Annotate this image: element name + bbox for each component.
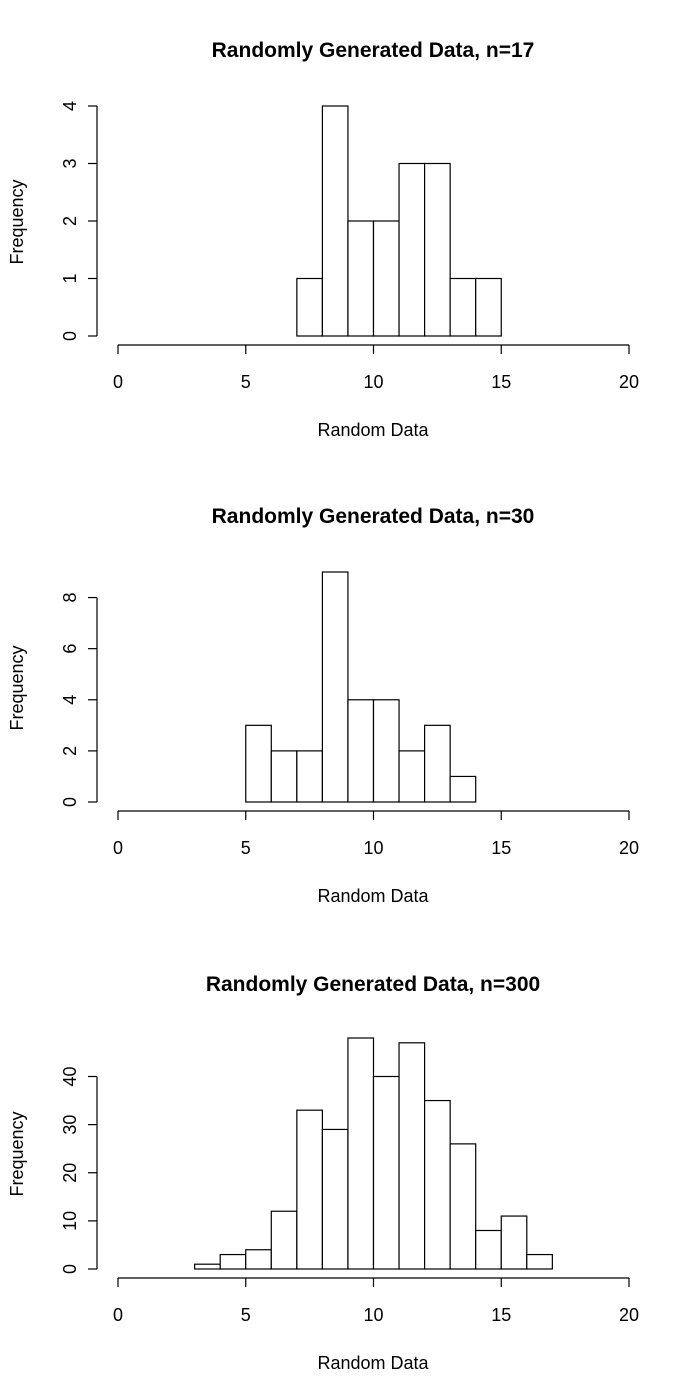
y-tick-label: 0 bbox=[60, 797, 80, 807]
histogram-bar bbox=[500, 1215, 528, 1270]
histogram-bar bbox=[321, 571, 349, 803]
bars bbox=[245, 571, 477, 803]
x-tick-label: 10 bbox=[363, 1305, 383, 1325]
y-tick-label: 2 bbox=[60, 216, 80, 226]
histogram-bar bbox=[424, 1099, 451, 1270]
histogram-bar bbox=[449, 1143, 477, 1270]
histogram-bar bbox=[296, 750, 324, 803]
histogram-bar bbox=[245, 724, 272, 803]
histogram-bar bbox=[194, 1263, 221, 1270]
histogram-n30: Randomly Generated Data, n=30 Random Dat… bbox=[7, 505, 639, 906]
histogram-bar bbox=[296, 277, 324, 337]
histogram-bar bbox=[321, 1128, 349, 1270]
y-tick-label: 0 bbox=[60, 1264, 80, 1274]
histogram-bar bbox=[372, 220, 400, 337]
histogram-bar bbox=[347, 699, 375, 803]
y-tick-label: 4 bbox=[60, 101, 80, 111]
chart-title: Randomly Generated Data, n=30 bbox=[212, 505, 535, 528]
histogram-n17: Randomly Generated Data, n=17 Random Dat… bbox=[7, 39, 639, 440]
x-tick-label: 20 bbox=[619, 838, 639, 858]
y-tick-label: 8 bbox=[60, 593, 80, 603]
y-tick-label: 2 bbox=[60, 746, 80, 756]
histogram-bar bbox=[424, 724, 451, 803]
chart-title: Randomly Generated Data, n=17 bbox=[212, 39, 535, 62]
histogram-bar bbox=[219, 1253, 247, 1270]
histogram-bar bbox=[449, 277, 477, 337]
x-tick-label: 15 bbox=[491, 372, 511, 392]
y-tick-label: 0 bbox=[60, 331, 80, 341]
histogram-bar bbox=[296, 1109, 324, 1270]
x-tick-label: 15 bbox=[491, 838, 511, 858]
x-tick-label: 20 bbox=[619, 1305, 639, 1325]
x-tick-label: 10 bbox=[363, 838, 383, 858]
histogram-bar bbox=[270, 750, 298, 803]
y-axis-label: Frequency bbox=[7, 645, 27, 730]
y-tick-label: 3 bbox=[60, 158, 80, 168]
histogram-bar bbox=[475, 1229, 502, 1270]
x-tick-label: 0 bbox=[113, 1305, 123, 1325]
bars bbox=[194, 1037, 553, 1270]
x-axis-label: Random Data bbox=[317, 1353, 429, 1373]
histogram-bar bbox=[321, 105, 349, 337]
x-tick-label: 10 bbox=[363, 372, 383, 392]
y-axis: 0 10 20 30 40 bbox=[60, 1066, 98, 1274]
histogram-bar bbox=[372, 1075, 400, 1270]
y-axis-label: Frequency bbox=[7, 179, 27, 264]
y-tick-label: 20 bbox=[60, 1163, 80, 1183]
x-axis-label: Random Data bbox=[317, 420, 429, 440]
histogram-bar bbox=[398, 1042, 426, 1270]
x-tick-label: 5 bbox=[241, 838, 251, 858]
histogram-bar bbox=[270, 1210, 298, 1270]
x-tick-label: 5 bbox=[241, 1305, 251, 1325]
histogram-bar bbox=[372, 699, 400, 803]
histogram-bar bbox=[347, 1037, 375, 1270]
y-axis-label: Frequency bbox=[7, 1111, 27, 1196]
x-tick-label: 0 bbox=[113, 838, 123, 858]
histogram-bar bbox=[245, 1249, 272, 1270]
x-tick-label: 5 bbox=[241, 372, 251, 392]
histogram-bar bbox=[347, 220, 375, 337]
x-tick-label: 15 bbox=[491, 1305, 511, 1325]
histogram-bar bbox=[526, 1253, 553, 1270]
x-axis-label: Random Data bbox=[317, 886, 429, 906]
chart-title: Randomly Generated Data, n=300 bbox=[206, 973, 540, 996]
y-tick-label: 10 bbox=[60, 1211, 80, 1231]
y-tick-label: 30 bbox=[60, 1115, 80, 1135]
y-tick-label: 40 bbox=[60, 1066, 80, 1086]
x-axis: 0 5 10 15 20 bbox=[113, 1277, 639, 1325]
x-axis: 0 5 10 15 20 bbox=[113, 810, 639, 858]
histogram-bar bbox=[475, 277, 502, 337]
histogram-bar bbox=[398, 162, 426, 337]
bars bbox=[296, 105, 502, 337]
y-axis: 0 2 4 6 8 bbox=[60, 593, 98, 807]
histogram-n300: Randomly Generated Data, n=300 Random Da… bbox=[7, 973, 639, 1373]
y-tick-label: 1 bbox=[60, 273, 80, 283]
y-tick-label: 4 bbox=[60, 695, 80, 705]
x-tick-label: 0 bbox=[113, 372, 123, 392]
y-tick-label: 6 bbox=[60, 644, 80, 654]
histogram-bar bbox=[424, 162, 451, 337]
histogram-bar bbox=[398, 750, 426, 803]
histogram-bar bbox=[449, 775, 477, 803]
x-tick-label: 20 bbox=[619, 372, 639, 392]
y-axis: 0 1 2 3 4 bbox=[60, 101, 98, 341]
x-axis: 0 5 10 15 20 bbox=[113, 344, 639, 392]
